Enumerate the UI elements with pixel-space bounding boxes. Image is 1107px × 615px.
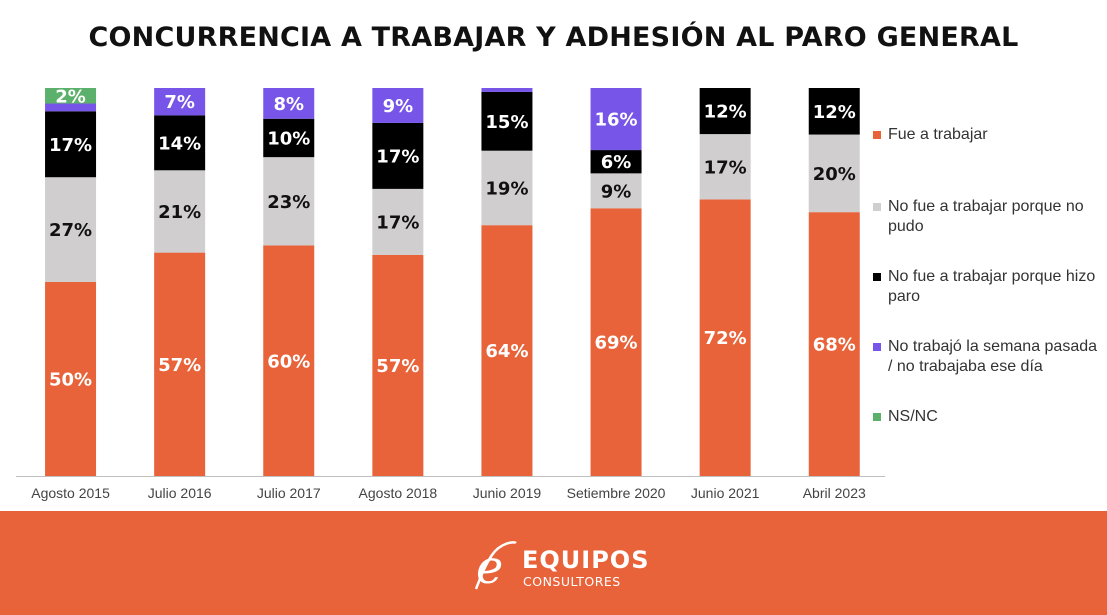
legend: Fue a trabajar No fue a trabajar porque … — [873, 125, 1098, 427]
bar-segment — [45, 111, 97, 178]
brand-subtitle: CONSULTORES — [523, 574, 621, 589]
data-label: 17% — [704, 157, 747, 178]
legend-swatch — [873, 343, 881, 351]
chart-title: CONCURRENCIA A TRABAJAR Y ADHESIÓN AL PA… — [88, 22, 1019, 53]
data-label: 64% — [485, 341, 528, 362]
data-label: 16% — [595, 110, 638, 131]
legend-swatch — [873, 413, 881, 421]
legend-item-no-trabajo: No trabajó la semana pasada / no trabaja… — [873, 337, 1098, 407]
data-label: 23% — [267, 192, 310, 213]
bar-segment — [372, 122, 424, 189]
data-label: 7% — [164, 92, 195, 113]
bar-segment — [590, 208, 642, 476]
logo-letter: e — [476, 540, 503, 591]
x-tick-label: Julio 2017 — [257, 485, 321, 501]
footer-banner — [0, 511, 1107, 615]
data-label: 60% — [267, 351, 310, 372]
data-label: 69% — [595, 333, 638, 354]
legend-item-fue-a-trabajar: Fue a trabajar — [873, 125, 1098, 197]
bar-segment — [808, 212, 860, 476]
bar-segment — [481, 88, 533, 92]
legend-item-ns-nc: NS/NC — [873, 407, 1098, 427]
bar-segment — [45, 103, 97, 112]
data-label: 12% — [704, 102, 747, 123]
legend-label: No fue a trabajar porque hizo paro — [888, 268, 1096, 305]
bar-segment — [481, 225, 533, 476]
bar-segment — [699, 88, 751, 135]
data-label: 12% — [813, 102, 856, 123]
bar-segment — [590, 150, 642, 174]
bar-segment — [263, 88, 315, 119]
bar-segment — [154, 88, 206, 116]
bar-segment — [263, 157, 315, 246]
data-label: 21% — [158, 202, 201, 223]
data-label: 14% — [158, 133, 201, 154]
bar-segment — [481, 150, 533, 226]
bar-segment — [154, 170, 206, 253]
data-label: 9% — [383, 96, 414, 117]
data-label: 2% — [55, 86, 86, 107]
data-label: 15% — [485, 112, 528, 133]
data-label: 6% — [601, 152, 632, 173]
data-label: 68% — [813, 335, 856, 356]
bar-segment — [372, 188, 424, 255]
bar-segment — [808, 88, 860, 135]
legend-label: Fue a trabajar — [888, 126, 988, 143]
data-label: 57% — [158, 355, 201, 376]
legend-label: No fue a trabajar porque no pudo — [888, 198, 1084, 235]
bar-segment — [372, 254, 424, 476]
stacked-bar-chart: 50% 27% 17% 2% Agosto 2015 57% 21% 14% 7% Julio 2… — [16, 86, 885, 501]
data-label: 19% — [485, 178, 528, 199]
x-tick-label: Junio 2019 — [473, 485, 542, 501]
x-tick-label: Agosto 2018 — [359, 485, 438, 501]
data-label: 9% — [601, 181, 632, 202]
x-tick-label: Julio 2016 — [148, 485, 212, 501]
bar-segment — [263, 245, 315, 476]
bar-segment — [699, 134, 751, 200]
legend-swatch — [873, 273, 881, 281]
bar-segment — [699, 199, 751, 476]
bar-segment — [154, 115, 206, 171]
bar-segment — [263, 118, 315, 158]
bar-segment — [372, 88, 424, 123]
bar-segment — [590, 173, 642, 209]
legend-swatch — [873, 131, 881, 139]
data-label: 10% — [267, 128, 310, 149]
bar-segment — [45, 177, 97, 282]
legend-item-no-pudo: No fue a trabajar porque no pudo — [873, 197, 1098, 267]
data-label: 27% — [49, 220, 92, 241]
data-label: 17% — [376, 212, 419, 233]
data-label: 20% — [813, 164, 856, 185]
legend-label: NS/NC — [888, 408, 938, 425]
bar-segment — [154, 252, 206, 476]
data-label: 8% — [273, 94, 304, 115]
data-label: 17% — [49, 135, 92, 156]
x-tick-label: Setiembre 2020 — [567, 485, 666, 501]
x-tick-label: Junio 2021 — [691, 485, 760, 501]
bar-segment — [45, 88, 97, 104]
data-label: 17% — [376, 146, 419, 167]
x-tick-label: Abril 2023 — [803, 485, 866, 501]
bar-segment — [590, 88, 642, 151]
brand-logo-icon: e — [474, 540, 517, 591]
data-label: 57% — [376, 356, 419, 377]
data-label: 72% — [704, 328, 747, 349]
brand-name: EQUIPOS — [522, 546, 650, 574]
bar-segment — [481, 91, 533, 151]
bar-segment — [808, 134, 860, 213]
x-tick-label: Agosto 2015 — [31, 485, 110, 501]
legend-label: No trabajó la semana pasada / no trabaja… — [888, 338, 1098, 375]
legend-item-hizo-paro: No fue a trabajar porque hizo paro — [873, 267, 1098, 337]
legend-swatch — [873, 203, 881, 211]
bar-segment — [45, 282, 97, 476]
data-label: 50% — [49, 370, 92, 391]
